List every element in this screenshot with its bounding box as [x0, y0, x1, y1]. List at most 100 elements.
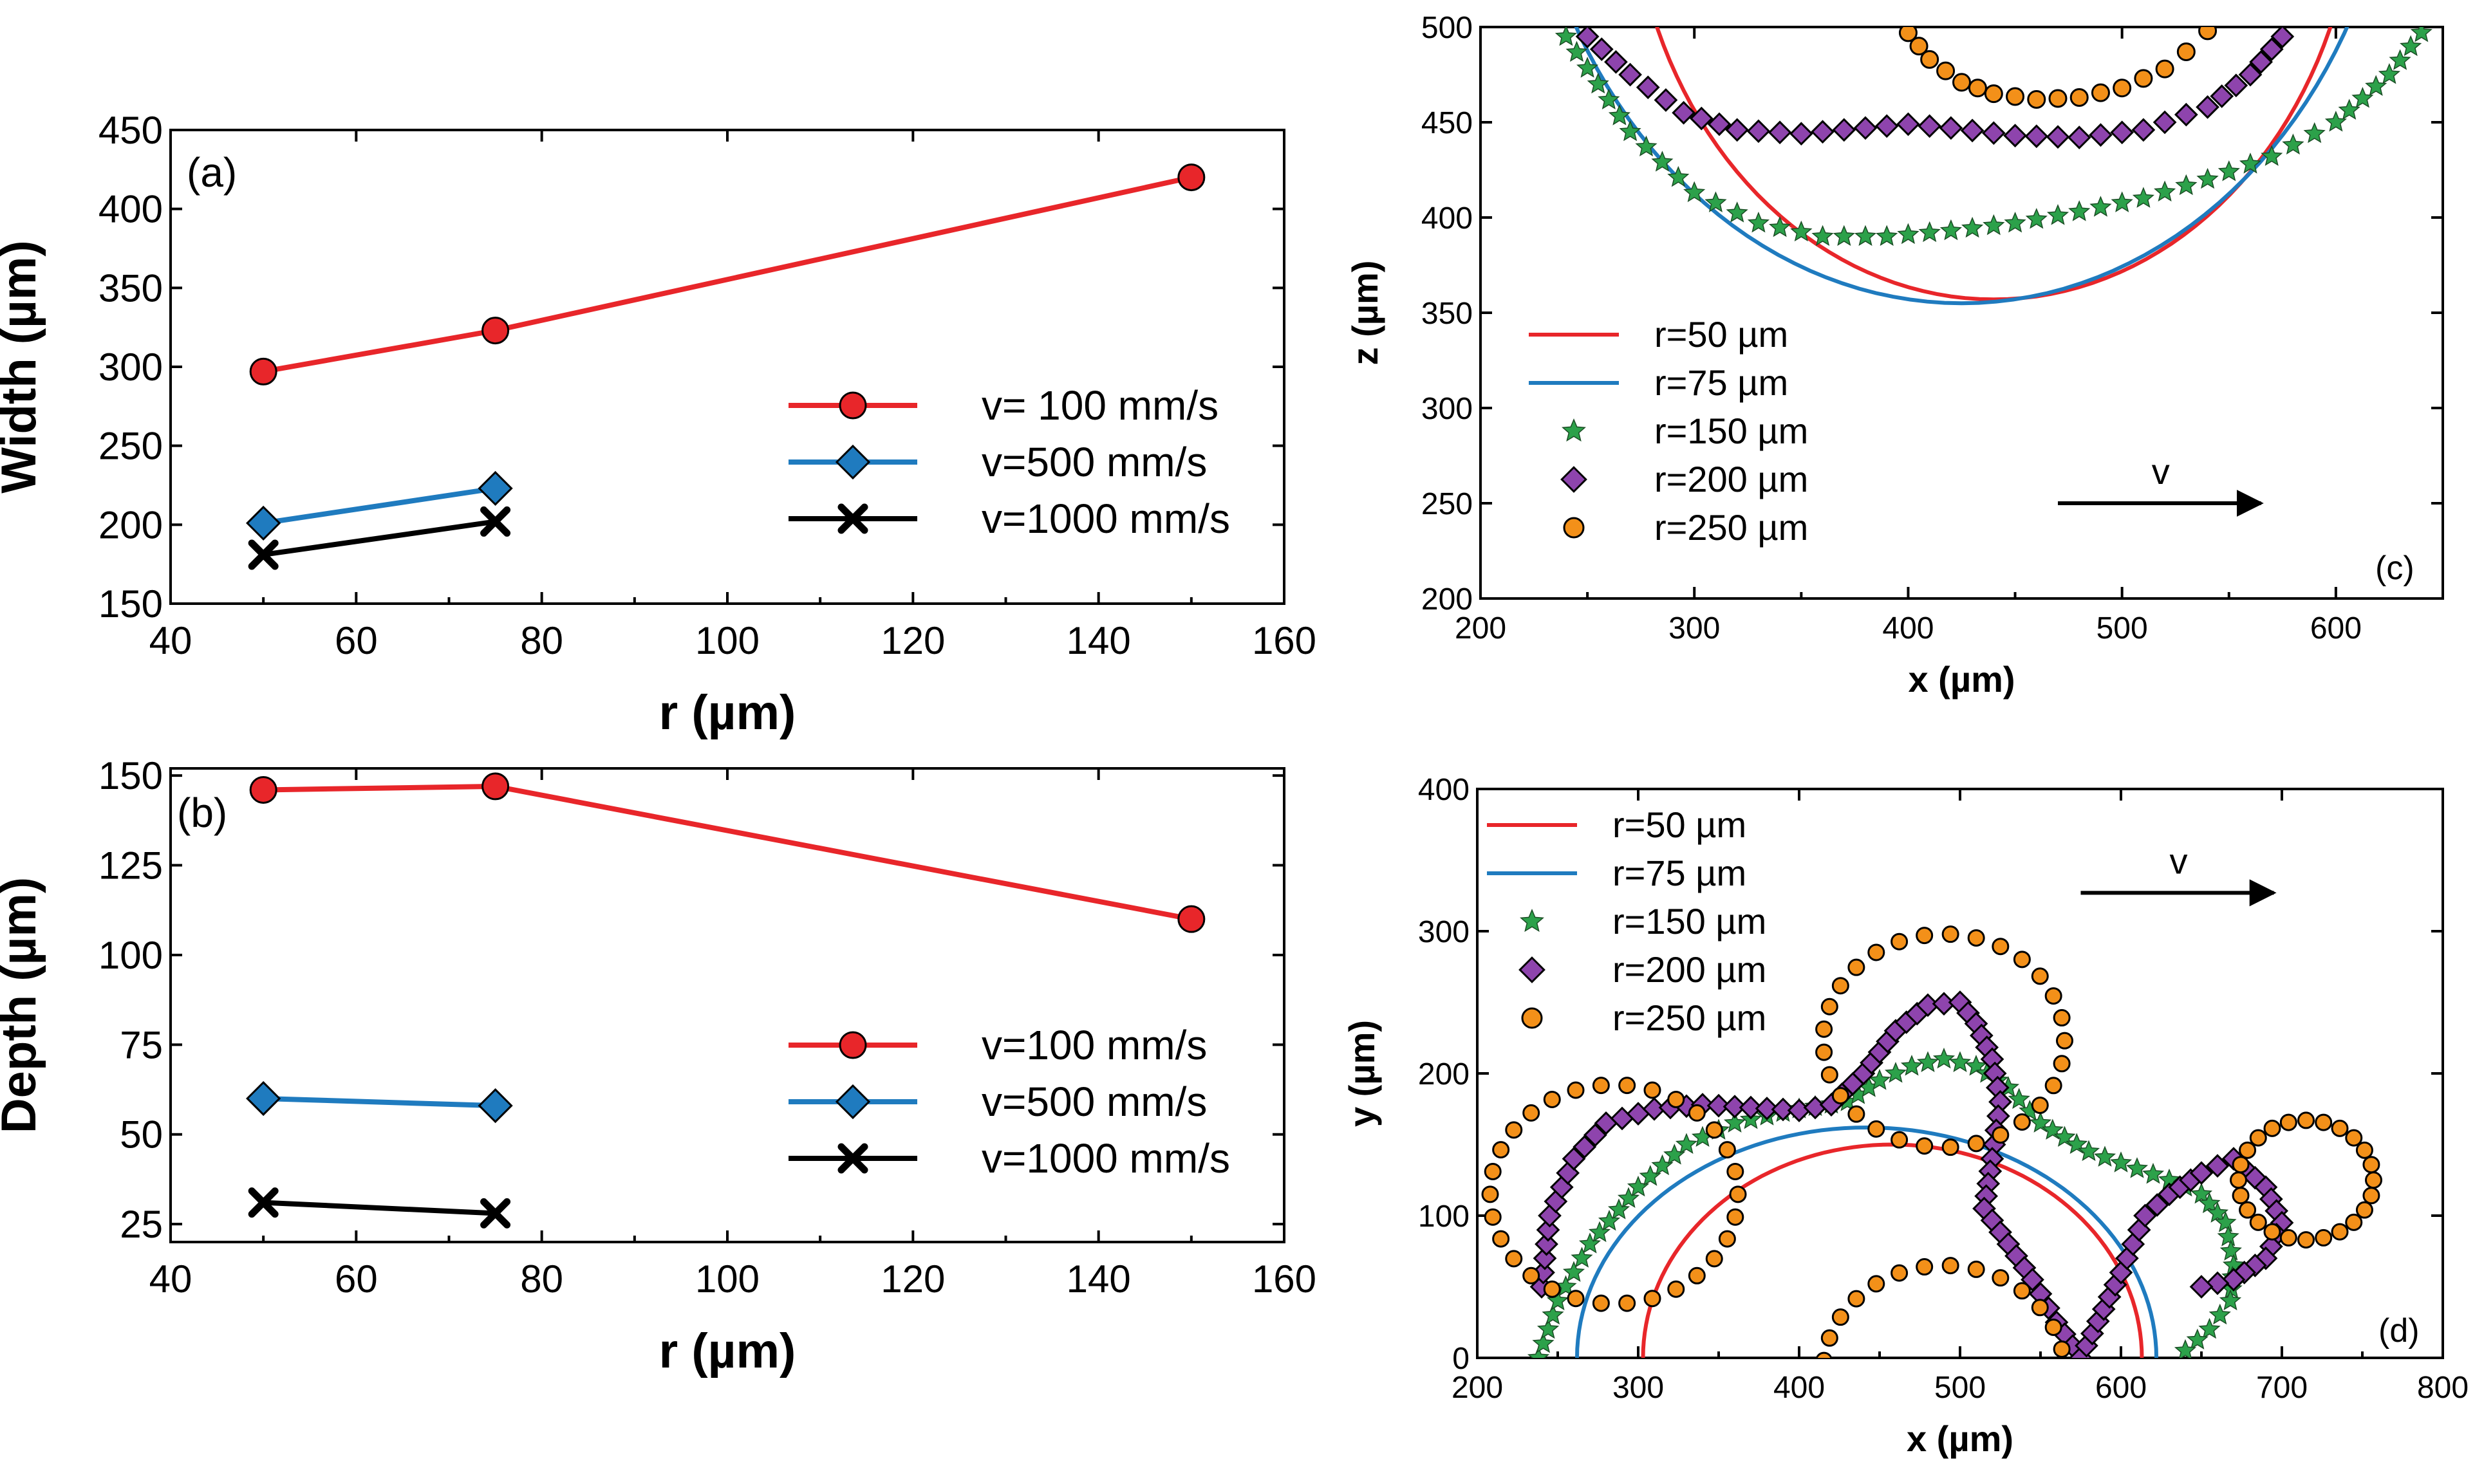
data-point — [2048, 89, 2068, 108]
data-point — [1847, 1290, 1865, 1308]
data-point — [1588, 1221, 1611, 1243]
data-point — [2142, 1162, 2165, 1184]
legend-label: v=1000 mm/s — [982, 1135, 1230, 1182]
y-tick-label: 300 — [1421, 392, 1473, 426]
data-point — [1667, 165, 1690, 187]
data-point — [2133, 1203, 2157, 1228]
legend-marker — [1520, 909, 1544, 932]
data-point — [2210, 84, 2234, 108]
data-point — [1833, 1420, 1848, 1435]
data-point — [2196, 95, 2219, 119]
data-point — [2249, 1129, 2267, 1147]
series-1 — [1575, 1125, 2158, 1358]
data-point — [2238, 62, 2263, 87]
data-point — [1916, 1051, 1939, 1072]
y-axis-label: Width (µm) — [0, 240, 46, 493]
data-point — [1688, 1104, 1706, 1122]
data-point — [2046, 1409, 2061, 1425]
panel-label: (d) — [2378, 1312, 2420, 1350]
data-point — [2089, 123, 2113, 147]
series-line — [263, 485, 496, 526]
data-point — [1689, 106, 1714, 131]
data-point — [1815, 1020, 1833, 1038]
data-point — [1739, 1095, 1763, 1120]
data-point — [2297, 1231, 2315, 1249]
data-point — [2279, 1113, 2297, 1131]
data-point — [1592, 1294, 1610, 1312]
data-point — [1936, 61, 1956, 80]
series-0 — [1655, 27, 2333, 302]
x-tick-label: 400 — [1773, 1371, 1825, 1405]
data-point — [2205, 1154, 2230, 1178]
legend-marker — [839, 391, 867, 420]
data-point — [1815, 1351, 1833, 1358]
x-axis-label: r (µm) — [659, 685, 796, 740]
data-point — [248, 1187, 279, 1218]
data-point — [1811, 225, 1834, 246]
data-point — [481, 772, 510, 801]
data-point — [1939, 116, 1963, 140]
x-tick-label: 600 — [2095, 1371, 2147, 1405]
data-point — [1704, 191, 1727, 212]
data-point — [2134, 69, 2153, 88]
data-point — [2279, 1229, 2297, 1247]
y-tick-label: 400 — [1421, 201, 1473, 236]
data-point — [1705, 1250, 1723, 1268]
data-point — [1876, 225, 1898, 246]
y-tick-label: 25 — [120, 1203, 163, 1246]
data-point — [2044, 1077, 2062, 1095]
data-point — [1667, 1280, 1685, 1298]
x-tick-label: 160 — [1252, 619, 1316, 662]
data-point — [2131, 118, 2156, 142]
x-tick-label: 60 — [335, 1257, 378, 1301]
data-point — [2111, 191, 2133, 212]
legend-marker — [835, 444, 871, 480]
data-point — [2031, 967, 2049, 985]
data-point — [2189, 1161, 2214, 1185]
data-point — [1177, 163, 1206, 192]
data-point — [1968, 1467, 1984, 1483]
y-tick-label: 400 — [1418, 773, 1470, 807]
legend-marker — [837, 1143, 868, 1174]
legend-marker — [1563, 517, 1585, 539]
legend-label: r=200 µm — [1654, 459, 1808, 499]
data-point — [2053, 1340, 2071, 1358]
data-point — [2239, 153, 2262, 174]
data-point — [1832, 118, 1856, 142]
data-point — [2152, 110, 2177, 134]
panel-label: (c) — [2375, 550, 2414, 587]
x-tick-label: 140 — [1067, 619, 1131, 662]
data-point — [1726, 201, 1748, 223]
data-point — [2044, 1319, 2062, 1337]
legend-label: v=100 mm/s — [982, 1022, 1207, 1068]
data-point — [1643, 1081, 1661, 1099]
data-point — [246, 1081, 281, 1117]
data-point — [2230, 1171, 2247, 1189]
data-point — [2013, 1113, 2031, 1131]
data-point — [1891, 1264, 1909, 1282]
data-point — [1672, 100, 1695, 125]
data-point — [2027, 89, 2046, 109]
series-3 — [1575, 27, 2295, 150]
data-point — [2004, 211, 2026, 233]
data-point — [2217, 1225, 2239, 1247]
data-point — [2032, 1429, 2048, 1444]
data-point — [2198, 27, 2218, 41]
data-point — [1967, 1135, 1985, 1153]
x-tick-label: 80 — [520, 1257, 563, 1301]
data-point — [1831, 1087, 1849, 1105]
data-point — [1874, 114, 1899, 138]
y-tick-label: 450 — [1421, 106, 1473, 140]
data-point — [2232, 1187, 2250, 1205]
data-point — [1961, 216, 1984, 238]
data-point — [1718, 1230, 1736, 1248]
data-point — [1948, 1051, 1972, 1072]
data-point — [2053, 1009, 2071, 1027]
data-point — [2006, 87, 2025, 106]
data-point — [2209, 1303, 2231, 1325]
data-point — [2239, 1201, 2257, 1219]
data-point — [1505, 1250, 1523, 1268]
legend: r=50 µm r=75 µm r=150 µm r=200 µm r=250 µm — [1487, 804, 1766, 1038]
y-tick-label: 300 — [98, 346, 163, 389]
